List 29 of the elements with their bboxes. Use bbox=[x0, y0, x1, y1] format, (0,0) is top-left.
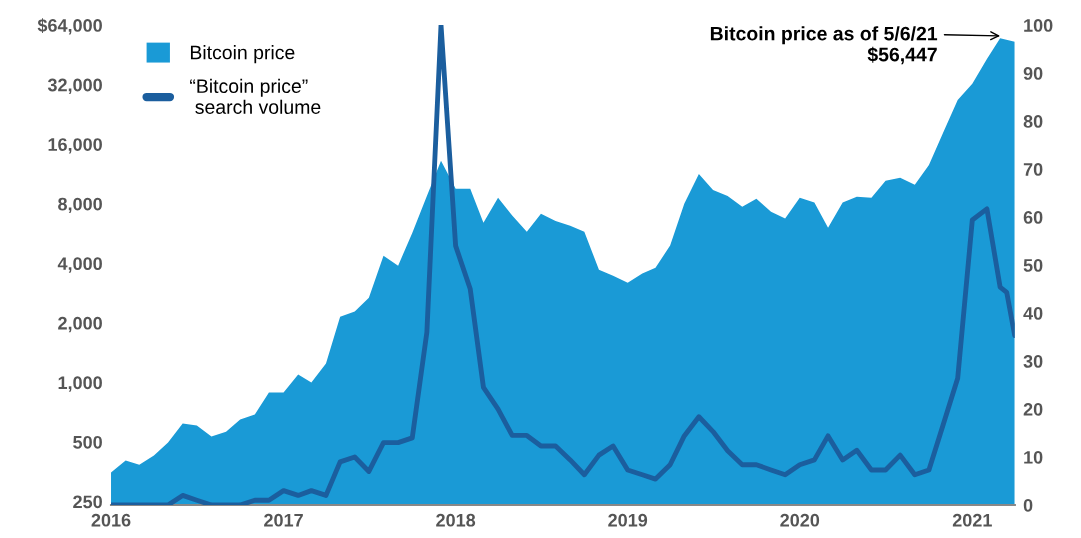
y-tick-label: 32,000 bbox=[47, 78, 102, 95]
y2-tick-label: 30 bbox=[1023, 354, 1043, 368]
x-tick-label: 2021 bbox=[952, 513, 992, 527]
x-tick-label: 2017 bbox=[264, 513, 303, 527]
y2-tick-label: 50 bbox=[1023, 259, 1043, 272]
y2-tick-label: 90 bbox=[1023, 67, 1043, 80]
legend-label: Bitcoin price bbox=[190, 45, 295, 64]
y2-tick-label: 10 bbox=[1024, 450, 1043, 464]
x-tick-label: 2020 bbox=[780, 513, 820, 527]
y-tick-label: 500 bbox=[73, 435, 102, 449]
x-tick-label: 2019 bbox=[608, 513, 648, 527]
annotation: Bitcoin price as of 5/6/21 $56,447 bbox=[710, 26, 938, 65]
y2-tick-label: 80 bbox=[1023, 115, 1043, 128]
y-tick-label: 1,000 bbox=[58, 376, 102, 392]
y2-tick-label: 40 bbox=[1023, 307, 1043, 320]
y-tick-label: 16,000 bbox=[48, 138, 102, 154]
y-tick-label: 2,000 bbox=[58, 316, 102, 333]
legend-label: “Bitcoin price” search volume bbox=[190, 78, 321, 114]
y2-tick-label: 60 bbox=[1023, 211, 1043, 224]
x-tick-label: 2016 bbox=[91, 513, 131, 527]
y2-tick-label: 70 bbox=[1023, 163, 1043, 176]
y2-tick-label: 0 bbox=[1023, 498, 1033, 512]
y-tick-label: $64,000 bbox=[37, 18, 102, 35]
y-tick-label: 250 bbox=[73, 495, 102, 509]
x-tick-label: 2018 bbox=[436, 513, 476, 527]
y2-tick-label: 20 bbox=[1023, 402, 1043, 416]
y2-tick-label: 100 bbox=[1024, 19, 1053, 32]
y-tick-label: 8,000 bbox=[58, 197, 102, 214]
y-tick-label: 4,000 bbox=[57, 257, 102, 273]
